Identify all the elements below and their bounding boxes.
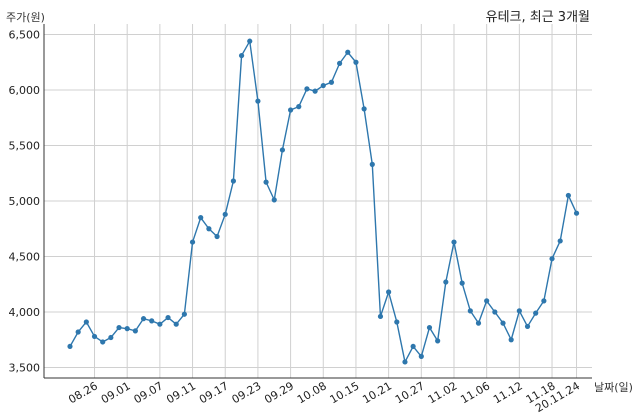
x-axis-title: 날짜(일) <box>594 380 633 394</box>
data-point <box>418 353 424 359</box>
data-point <box>83 319 89 325</box>
data-point <box>377 313 384 320</box>
x-tick-label: 09.11 <box>164 379 198 406</box>
x-tick-label: 11.12 <box>491 379 525 406</box>
chart-title: 유테크, 최근 3개월 <box>486 10 590 25</box>
x-tick-label: 11.02 <box>426 379 460 406</box>
x-tick-label: 09.17 <box>197 379 231 406</box>
data-point <box>198 215 204 221</box>
data-point <box>320 82 326 89</box>
y-axis-title: 주가(원) <box>6 11 45 24</box>
x-tick-label: 09.23 <box>230 379 264 406</box>
data-point <box>67 343 73 350</box>
data-point <box>304 86 310 92</box>
data-point <box>565 192 571 199</box>
data-point <box>353 59 359 65</box>
data-point <box>279 147 286 153</box>
x-tick-label: 10.15 <box>328 379 362 406</box>
data-point <box>181 311 187 317</box>
data-point <box>361 106 367 112</box>
data-point <box>475 320 482 326</box>
data-point <box>287 107 294 113</box>
x-tick-label: 11.06 <box>458 379 492 406</box>
data-point <box>238 52 245 59</box>
series-price <box>67 38 580 365</box>
data-point <box>206 226 212 232</box>
data-point <box>410 343 416 350</box>
x-tick-label: 10.21 <box>360 379 394 406</box>
data-point <box>492 309 498 315</box>
data-point <box>222 211 228 217</box>
data-point <box>345 49 351 55</box>
data-point <box>508 337 514 343</box>
data-point <box>124 326 130 332</box>
y-tick-label: 5,000 <box>9 195 41 208</box>
x-tick-label: 09.07 <box>132 379 166 406</box>
data-point <box>337 60 343 66</box>
x-tick-label: 10.08 <box>295 379 329 406</box>
data-point <box>91 333 98 340</box>
y-tick-label: 3,500 <box>9 362 41 375</box>
data-point <box>149 318 155 324</box>
data-point <box>484 298 490 304</box>
data-point <box>402 359 408 365</box>
data-point <box>296 104 302 110</box>
data-point <box>108 334 114 341</box>
data-point <box>524 323 531 330</box>
data-point <box>451 239 457 245</box>
data-point <box>435 338 441 344</box>
data-point <box>500 320 506 326</box>
data-point <box>214 233 220 240</box>
y-tick-label: 5,500 <box>9 140 41 153</box>
data-point <box>541 298 547 304</box>
data-point <box>459 280 465 286</box>
axes <box>43 24 592 379</box>
data-point <box>557 238 563 244</box>
data-point <box>328 79 335 85</box>
data-point <box>549 256 555 262</box>
x-tick-label: 09.01 <box>99 379 133 406</box>
data-point <box>533 310 539 316</box>
x-tick-label: 08.26 <box>66 379 100 406</box>
data-point <box>255 98 261 104</box>
y-tick-label: 4,500 <box>9 251 41 264</box>
grid <box>44 24 592 378</box>
data-point <box>443 279 449 285</box>
data-point <box>263 179 269 185</box>
data-point <box>573 210 580 216</box>
data-point <box>230 178 236 184</box>
data-point <box>157 321 163 327</box>
data-point <box>426 324 433 331</box>
data-point <box>516 308 522 314</box>
data-point <box>386 289 392 295</box>
data-point <box>369 161 375 167</box>
y-tick-labels: 3,500 4,000 4,500 5,000 5,500 6,000 6,500 <box>9 29 41 375</box>
data-point <box>394 319 400 325</box>
data-point <box>132 328 138 334</box>
y-tick-label: 6,500 <box>9 29 41 42</box>
x-tick-label: 10.27 <box>393 379 427 406</box>
data-point <box>271 197 277 203</box>
data-point <box>173 321 179 327</box>
y-tick-label: 4,000 <box>9 306 41 319</box>
y-tick-label: 6,000 <box>9 84 41 97</box>
data-point <box>189 239 196 245</box>
data-point <box>312 88 318 94</box>
data-point <box>75 329 81 335</box>
x-tick-label: 09.29 <box>262 379 296 406</box>
data-point <box>247 38 253 44</box>
data-point <box>467 308 473 314</box>
data-point <box>116 324 122 331</box>
data-point <box>100 339 106 345</box>
x-tick-labels: 08.2609.0109.0709.1109.1709.2309.2910.08… <box>66 379 582 415</box>
data-point <box>165 314 171 321</box>
data-point <box>140 316 147 322</box>
